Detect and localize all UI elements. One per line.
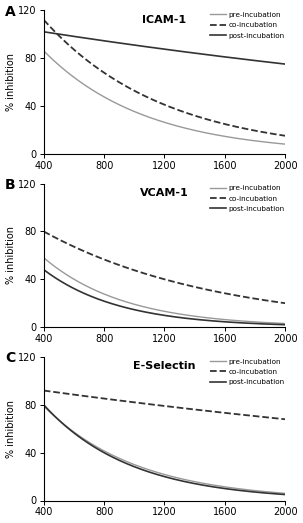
Text: B: B: [5, 178, 16, 192]
Text: ICAM-1: ICAM-1: [142, 15, 187, 25]
Text: VCAM-1: VCAM-1: [140, 188, 189, 198]
Text: C: C: [5, 351, 15, 366]
Y-axis label: % inhibition: % inhibition: [5, 400, 15, 458]
Y-axis label: % inhibition: % inhibition: [5, 226, 15, 285]
Text: A: A: [5, 5, 16, 18]
Legend: pre-incubation, co-incubation, post-incubation: pre-incubation, co-incubation, post-incu…: [207, 183, 288, 215]
Legend: pre-incubation, co-incubation, post-incubation: pre-incubation, co-incubation, post-incu…: [207, 356, 288, 388]
Legend: pre-incubation, co-incubation, post-incubation: pre-incubation, co-incubation, post-incu…: [207, 9, 288, 41]
Y-axis label: % inhibition: % inhibition: [5, 53, 15, 111]
Text: E-Selectin: E-Selectin: [133, 361, 196, 371]
